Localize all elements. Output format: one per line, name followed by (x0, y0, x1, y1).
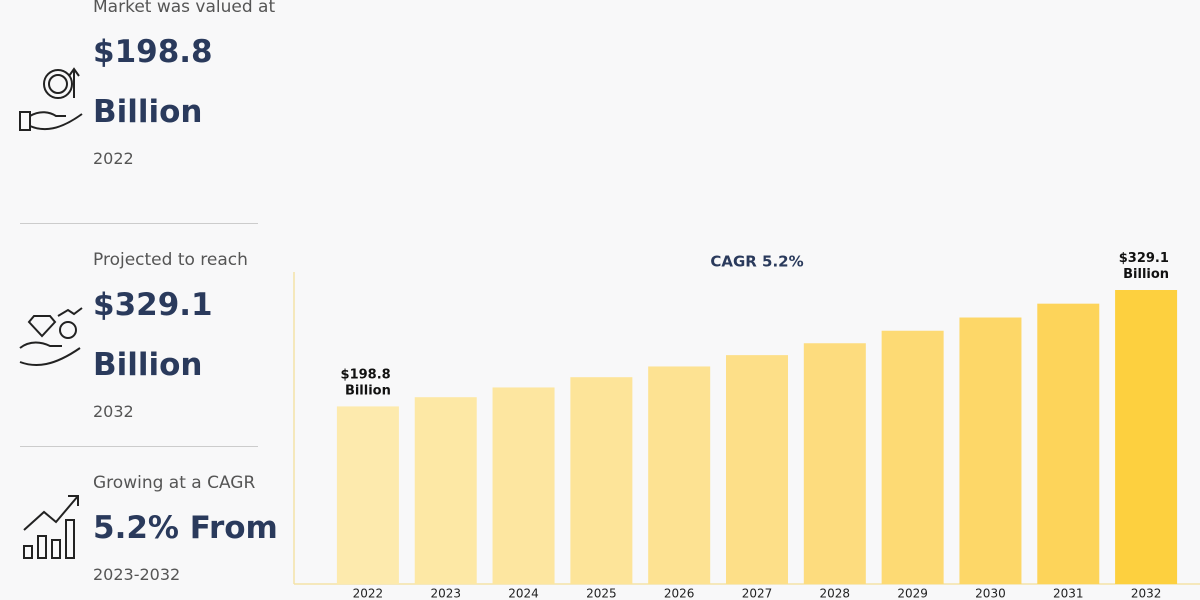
stat-caption: Growing at a CAGR (93, 473, 256, 493)
x-tick-label: 2024 (508, 587, 539, 600)
bar (648, 366, 711, 584)
x-tick-label: 2026 (664, 587, 695, 600)
x-tick-label: 2027 (742, 587, 773, 600)
stat-caption: Projected to reach (93, 250, 248, 270)
stat-value: $198.8 Billion (93, 34, 213, 130)
bar (881, 330, 944, 584)
x-tick-label: 2028 (820, 587, 851, 600)
bar (803, 343, 866, 584)
x-tick-label: 2031 (1053, 587, 1084, 600)
x-tick-label: 2025 (586, 587, 617, 600)
stat-value: $329.1 Billion (93, 287, 213, 383)
chart-title: CAGR 5.2% (710, 253, 803, 271)
bar (414, 397, 477, 584)
stat-block: Market was valued at $198.8 Billion 2022 (93, 0, 278, 174)
stat-value: 5.2% From (93, 510, 278, 546)
money-icon (19, 67, 83, 131)
growth-icon (23, 495, 79, 559)
bar (336, 406, 399, 584)
x-tick-label: 2029 (897, 587, 928, 600)
x-tick-label: 2032 (1131, 587, 1162, 600)
separator (20, 446, 258, 447)
data-label: $198.8 Billion (341, 367, 396, 398)
stat-block: Projected to reach $329.1 Billion 2032 (93, 245, 278, 427)
stat-note: 2032 (93, 402, 134, 421)
gem-icon (19, 307, 83, 367)
x-tick-label: 2023 (430, 587, 461, 600)
bar (1037, 303, 1100, 584)
separator (20, 223, 258, 224)
bar (570, 377, 633, 584)
bar (959, 317, 1022, 584)
x-tick-label: 2022 (353, 587, 384, 600)
stat-note: 2022 (93, 149, 134, 168)
bar (726, 355, 788, 584)
bar (1115, 290, 1178, 584)
stat-note: 2023-2032 (93, 565, 181, 584)
stat-caption: Market was valued at (93, 0, 276, 17)
bar (492, 387, 555, 584)
x-tick-label: 2030 (975, 587, 1006, 600)
stat-block: Growing at a CAGR 5.2% From 2023-2032 (93, 468, 278, 590)
data-label: $329.1 Billion (1119, 251, 1174, 282)
